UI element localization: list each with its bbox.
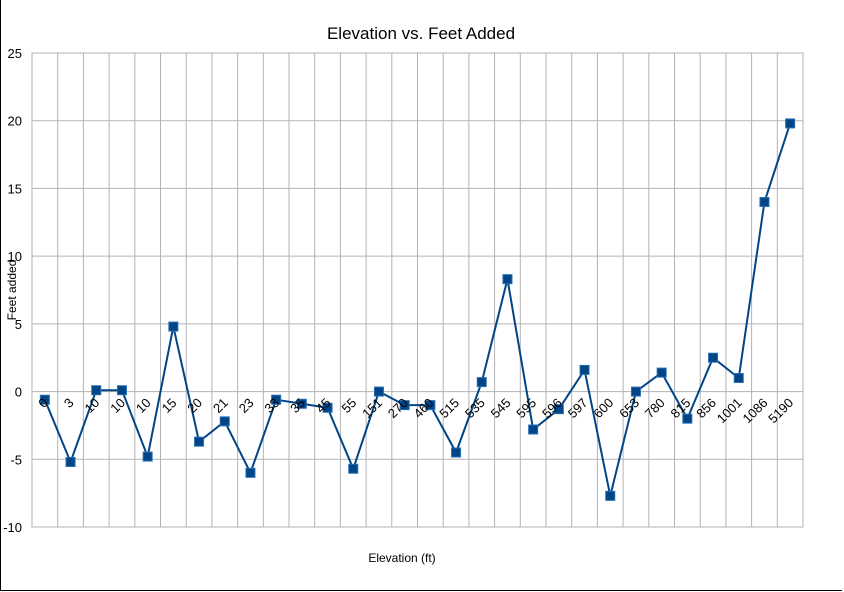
data-point bbox=[528, 424, 539, 435]
data-point bbox=[733, 373, 744, 384]
y-tick-label: 5 bbox=[15, 317, 22, 332]
data-point bbox=[425, 400, 436, 411]
data-points bbox=[39, 118, 796, 501]
data-point bbox=[245, 467, 256, 478]
data-point bbox=[219, 416, 230, 427]
data-point bbox=[194, 436, 205, 447]
data-point bbox=[451, 447, 462, 458]
data-point bbox=[476, 377, 487, 388]
data-point bbox=[39, 394, 50, 405]
y-tick-label: 0 bbox=[15, 385, 22, 400]
data-point bbox=[579, 364, 590, 375]
y-tick-label: -5 bbox=[10, 452, 22, 467]
y-tick-label: 10 bbox=[8, 249, 22, 264]
y-axis-ticks: -10 -5 0 5 10 15 20 25 bbox=[3, 46, 22, 535]
data-point bbox=[373, 386, 384, 397]
chart-title: Elevation vs. Feet Added bbox=[327, 24, 515, 43]
y-tick-label: 25 bbox=[8, 46, 22, 61]
y-tick-label: -10 bbox=[3, 520, 22, 535]
data-point bbox=[116, 385, 127, 396]
data-point bbox=[759, 196, 770, 207]
data-point bbox=[399, 400, 410, 411]
series-polyline bbox=[43, 123, 792, 497]
data-point bbox=[348, 463, 359, 474]
data-point bbox=[630, 386, 641, 397]
data-point bbox=[682, 413, 693, 424]
data-point bbox=[605, 490, 616, 501]
gridlines bbox=[32, 52, 803, 528]
data-point bbox=[271, 394, 282, 405]
y-tick-label: 15 bbox=[8, 181, 22, 196]
data-point bbox=[656, 367, 667, 378]
x-axis-label: Elevation (ft) bbox=[368, 551, 435, 565]
data-point bbox=[502, 274, 513, 285]
data-point bbox=[168, 321, 179, 332]
data-point bbox=[142, 451, 153, 462]
data-point bbox=[708, 352, 719, 363]
y-axis-label: Feet added bbox=[5, 260, 19, 321]
data-point bbox=[296, 398, 307, 409]
data-point bbox=[322, 402, 333, 413]
data-point bbox=[91, 385, 102, 396]
data-point bbox=[785, 118, 796, 129]
data-point bbox=[553, 404, 564, 415]
data-point bbox=[65, 456, 76, 467]
y-tick-label: 20 bbox=[8, 114, 22, 129]
series-line bbox=[43, 123, 792, 497]
